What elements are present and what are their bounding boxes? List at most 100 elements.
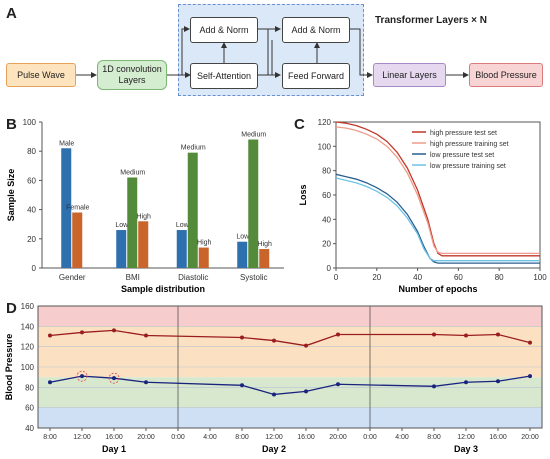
bar bbox=[259, 249, 270, 268]
series-line bbox=[49, 329, 531, 347]
panel-letter-d: D bbox=[6, 300, 17, 317]
data-point bbox=[304, 389, 308, 394]
data-point bbox=[432, 384, 436, 389]
series-line bbox=[335, 173, 540, 264]
y-axis-title: Sample Size bbox=[6, 169, 16, 222]
data-point bbox=[240, 383, 244, 388]
blood-pressure-label: Blood Pressure bbox=[475, 69, 537, 80]
bar bbox=[176, 230, 187, 268]
range-band bbox=[38, 407, 542, 428]
y-axis-title: Blood Pressure bbox=[4, 334, 14, 401]
legend-label: low pressure test set bbox=[430, 152, 494, 159]
x-tick-label: 20:00 bbox=[521, 434, 539, 441]
add-norm-label-1: Add & Norm bbox=[199, 24, 249, 35]
bar bbox=[61, 148, 72, 268]
bar bbox=[116, 230, 127, 268]
y-tick-label: 100 bbox=[21, 363, 35, 372]
y-tick-label: 60 bbox=[25, 404, 34, 413]
data-point bbox=[496, 379, 500, 384]
y-tick-label: 80 bbox=[25, 383, 34, 392]
data-point bbox=[336, 332, 340, 337]
conv-layers-box: 1D convolution Layers bbox=[97, 60, 167, 90]
bar-label: Medium bbox=[241, 132, 266, 139]
bar bbox=[72, 212, 83, 268]
transformer-layers-label: Transformer Layers × N bbox=[375, 15, 487, 26]
bar bbox=[138, 221, 149, 268]
x-tick-label: 12:00 bbox=[73, 434, 91, 441]
y-tick-label: 140 bbox=[21, 322, 35, 331]
x-tick-label: 0:00 bbox=[363, 434, 377, 441]
bar-label: Medium bbox=[181, 145, 206, 152]
y-tick-label: 100 bbox=[23, 118, 37, 127]
y-tick-label: 60 bbox=[322, 191, 331, 200]
data-point bbox=[464, 380, 468, 385]
legend-label: high pressure test set bbox=[430, 130, 497, 137]
feed-forward-label: Feed Forward bbox=[287, 70, 345, 81]
x-tick-label: 20:00 bbox=[137, 434, 155, 441]
series-line bbox=[335, 126, 540, 255]
panel-letter-b: B bbox=[6, 116, 17, 133]
day-label: Day 1 bbox=[102, 444, 126, 454]
y-tick-label: 100 bbox=[318, 142, 332, 151]
y-tick-label: 0 bbox=[327, 264, 332, 273]
highlight-circle bbox=[108, 372, 120, 384]
y-tick-label: 20 bbox=[27, 235, 36, 244]
x-tick-label: 12:00 bbox=[457, 434, 475, 441]
panel-letter-a: A bbox=[6, 5, 17, 22]
data-point bbox=[112, 328, 116, 333]
bar-label: Medium bbox=[120, 169, 145, 176]
add-norm-box-2: Add & Norm bbox=[282, 17, 350, 43]
data-point bbox=[464, 333, 468, 338]
x-tick-label: 20 bbox=[372, 273, 381, 282]
conv-label-line2: Layers bbox=[118, 75, 146, 85]
self-attention-label: Self-Attention bbox=[196, 70, 252, 81]
sample-distribution-chart: 0 20 40 60 80 100 Sample Size Sample distributi… bbox=[6, 118, 284, 294]
x-tick-label: 16:00 bbox=[297, 434, 315, 441]
blood-pressure-box: Blood Pressure bbox=[469, 63, 543, 87]
category-label: BMI bbox=[126, 273, 140, 282]
bar-label: High bbox=[197, 240, 212, 247]
category-label: Gender bbox=[59, 273, 86, 282]
series-line bbox=[335, 177, 540, 262]
x-tick-label: 16:00 bbox=[105, 434, 123, 441]
series-line bbox=[335, 121, 540, 257]
x-tick-label: 4:00 bbox=[395, 434, 409, 441]
x-tick-label: 100 bbox=[533, 273, 547, 282]
legend-label: high pressure training set bbox=[430, 141, 509, 148]
x-tick-label: 4:00 bbox=[203, 434, 217, 441]
data-point bbox=[528, 340, 532, 345]
data-point bbox=[272, 338, 276, 343]
y-tick-label: 40 bbox=[27, 206, 36, 215]
loss-curve-chart: 0 20 40 60 80 100 0 20 40 60 80 100 120 Loss Number of… bbox=[298, 118, 547, 294]
y-tick-label: 80 bbox=[322, 167, 331, 176]
x-tick-label: 8:00 bbox=[235, 434, 249, 441]
bar bbox=[187, 152, 198, 268]
add-norm-label-2: Add & Norm bbox=[291, 24, 341, 35]
data-point bbox=[432, 332, 436, 337]
bar bbox=[237, 241, 248, 268]
data-point bbox=[336, 382, 340, 387]
data-point bbox=[48, 380, 52, 385]
bar-label: Low bbox=[236, 234, 250, 241]
y-tick-label: 60 bbox=[27, 176, 36, 185]
data-point bbox=[80, 374, 84, 379]
category-label: Systolic bbox=[240, 273, 268, 282]
y-tick-label: 160 bbox=[21, 302, 35, 311]
x-tick-label: 8:00 bbox=[43, 434, 57, 441]
y-tick-label: 40 bbox=[322, 215, 331, 224]
data-point bbox=[112, 376, 116, 381]
x-tick-label: 16:00 bbox=[489, 434, 507, 441]
linear-layers-label: Linear Layers bbox=[382, 69, 437, 80]
x-axis-title: Number of epochs bbox=[398, 284, 477, 294]
data-point bbox=[304, 343, 308, 348]
data-point bbox=[272, 392, 276, 397]
x-tick-label: 80 bbox=[495, 273, 504, 282]
data-point bbox=[144, 333, 148, 338]
blood-pressure-timeline-chart: 40 60 80 100 120 140 160 8:00 12:00 16:00 20:00 0:0… bbox=[4, 302, 543, 454]
y-tick-label: 80 bbox=[27, 147, 36, 156]
y-tick-label: 40 bbox=[25, 424, 34, 433]
x-tick-label: 8:00 bbox=[427, 434, 441, 441]
plot-frame bbox=[37, 305, 543, 429]
bar bbox=[248, 139, 259, 268]
x-tick-label: 0 bbox=[334, 273, 339, 282]
